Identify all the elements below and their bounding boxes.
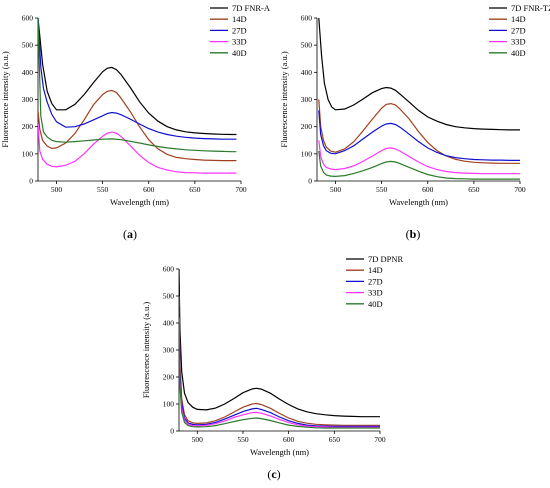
legend-entry-label: 27D [232, 25, 247, 35]
series-line-1 [38, 89, 237, 162]
series-line-4 [38, 18, 237, 153]
y-tick-label: 200 [301, 122, 313, 131]
legend-entry-label: 14D [511, 14, 526, 24]
y-tick-label: 200 [163, 373, 175, 382]
panel-label: (a) [123, 227, 137, 241]
series-line-0 [38, 18, 237, 136]
y-axis-title: Fluorescence intensity (a.u.) [141, 302, 151, 398]
series-line-2 [38, 18, 237, 140]
series-line-3 [318, 140, 520, 175]
y-tick-label: 400 [22, 68, 34, 77]
series-line-2 [179, 306, 380, 427]
legend-entry-label: 40D [232, 48, 247, 58]
x-tick-label: 700 [374, 435, 386, 444]
y-tick-label: 600 [163, 265, 175, 274]
legend-entry-label: 7D FNR-TZ [511, 3, 550, 13]
chart-panel-a: 500 550 600 650 700 0 100 200 300 400 500 600 Wavele… [0, 3, 271, 241]
x-axis-title: Wavelength (nm) [250, 447, 309, 457]
legend-entry-label: 14D [368, 265, 383, 275]
y-tick-label: 100 [22, 149, 34, 158]
y-axis-title: Fluorescence intensity (a.u.) [279, 51, 289, 147]
chart-panel-c: 500 550 600 650 700 0 100 200 300 400 500 600 Wavele… [141, 254, 404, 481]
legend-entry-label: 7D DPNR [368, 254, 404, 264]
legend-entry-label: 27D [368, 276, 383, 286]
legend-entry-label: 40D [511, 48, 526, 58]
panel-label: (b) [406, 227, 421, 241]
y-tick-label: 100 [163, 400, 175, 409]
x-tick-label: 550 [237, 435, 249, 444]
series-line-0 [179, 269, 380, 418]
y-tick-label: 0 [29, 177, 33, 186]
series-line-2 [318, 110, 520, 161]
legend-entry-label: 33D [511, 37, 526, 47]
legend-entry-label: 33D [368, 288, 383, 298]
y-tick-label: 500 [301, 41, 313, 50]
y-tick-label: 100 [301, 149, 313, 158]
series-line-4 [318, 151, 520, 180]
y-tick-label: 600 [301, 14, 313, 23]
y-tick-label: 300 [22, 95, 34, 104]
legend-entry-label: 14D [232, 14, 247, 24]
y-tick-label: 0 [170, 427, 174, 436]
y-tick-label: 400 [163, 319, 175, 328]
legend-entry-label: 27D [511, 25, 526, 35]
x-tick-label: 650 [189, 185, 201, 194]
panel-label: (c) [267, 467, 280, 481]
series-line-4 [179, 322, 380, 429]
legend-entry-label: 7D FNR-A [232, 3, 271, 13]
x-tick-label: 600 [422, 185, 434, 194]
x-tick-label: 650 [468, 185, 480, 194]
x-tick-label: 600 [143, 185, 155, 194]
legend-entry-label: 33D [232, 37, 247, 47]
y-tick-label: 0 [308, 177, 312, 186]
series-line-0 [318, 18, 520, 131]
x-axis-title: Wavelength (nm) [389, 197, 448, 207]
series-line-3 [38, 123, 237, 174]
x-tick-label: 500 [192, 435, 204, 444]
x-tick-label: 600 [283, 435, 295, 444]
y-tick-label: 600 [22, 14, 34, 23]
legend-entry-label: 40D [368, 299, 383, 309]
x-tick-label: 550 [376, 185, 388, 194]
y-tick-label: 300 [301, 95, 313, 104]
y-tick-label: 300 [163, 346, 175, 355]
x-tick-label: 700 [235, 185, 247, 194]
series-line-1 [318, 99, 520, 164]
x-tick-label: 500 [330, 185, 342, 194]
x-axis-title: Wavelength (nm) [110, 197, 169, 207]
series-line-1 [179, 295, 380, 426]
x-tick-label: 650 [329, 435, 341, 444]
series-line-3 [179, 317, 380, 428]
x-tick-label: 550 [97, 185, 109, 194]
x-tick-label: 700 [514, 185, 526, 194]
y-tick-label: 500 [163, 292, 175, 301]
y-tick-label: 500 [22, 41, 34, 50]
y-tick-label: 400 [301, 68, 313, 77]
y-tick-label: 200 [22, 122, 34, 131]
y-axis-title: Fluorescence intensity (a.u.) [0, 51, 10, 147]
chart-panel-b: 500 550 600 650 700 0 100 200 300 400 500 600 Wavele… [279, 3, 550, 241]
x-tick-label: 500 [51, 185, 63, 194]
